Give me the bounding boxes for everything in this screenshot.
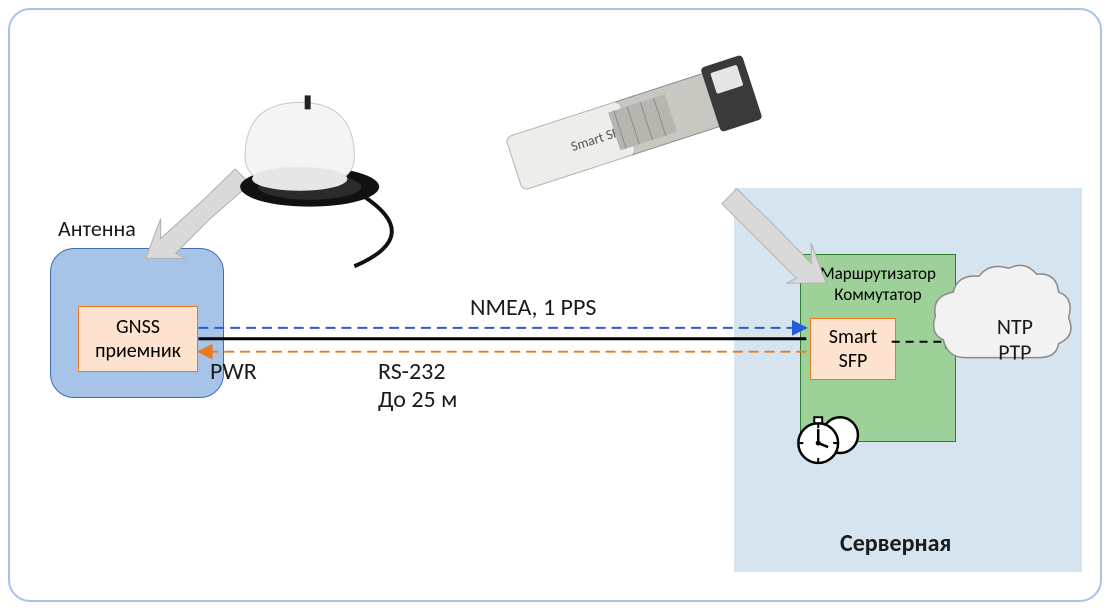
svg-text:Smart SFP: Smart SFP (569, 121, 628, 155)
rs232-line1: RS-232 (378, 357, 445, 386)
pwr-label: PWR (210, 358, 257, 386)
gnss-label-1: GNSS (116, 315, 160, 339)
antenna-label: Антенна (58, 216, 136, 241)
gnss-label-2: приемник (95, 339, 181, 363)
antenna-callout-arrow (146, 169, 250, 258)
smartsfp-label-1: Smart (829, 325, 877, 349)
router-label-1: Маршрутизатор (820, 263, 936, 284)
diagram-frame: GNSS приемник Маршрутизатор Коммутатор S… (8, 8, 1102, 602)
smart-sfp-box: Smart SFP (810, 318, 896, 380)
server-room-label: Серверная (840, 530, 951, 558)
router-label-2: Коммутатор (834, 284, 922, 305)
sfp-photo-icon: Smart SFP (504, 55, 763, 197)
gnss-receiver-box: GNSS приемник (78, 306, 198, 372)
smartsfp-label-2: SFP (839, 349, 868, 373)
antenna-photo-icon (240, 95, 392, 266)
nmea-label: NMEA, 1 PPS (470, 294, 596, 322)
rs232-label: RS-232 До 25 м (378, 358, 457, 413)
rs232-line2: До 25 м (378, 385, 457, 414)
